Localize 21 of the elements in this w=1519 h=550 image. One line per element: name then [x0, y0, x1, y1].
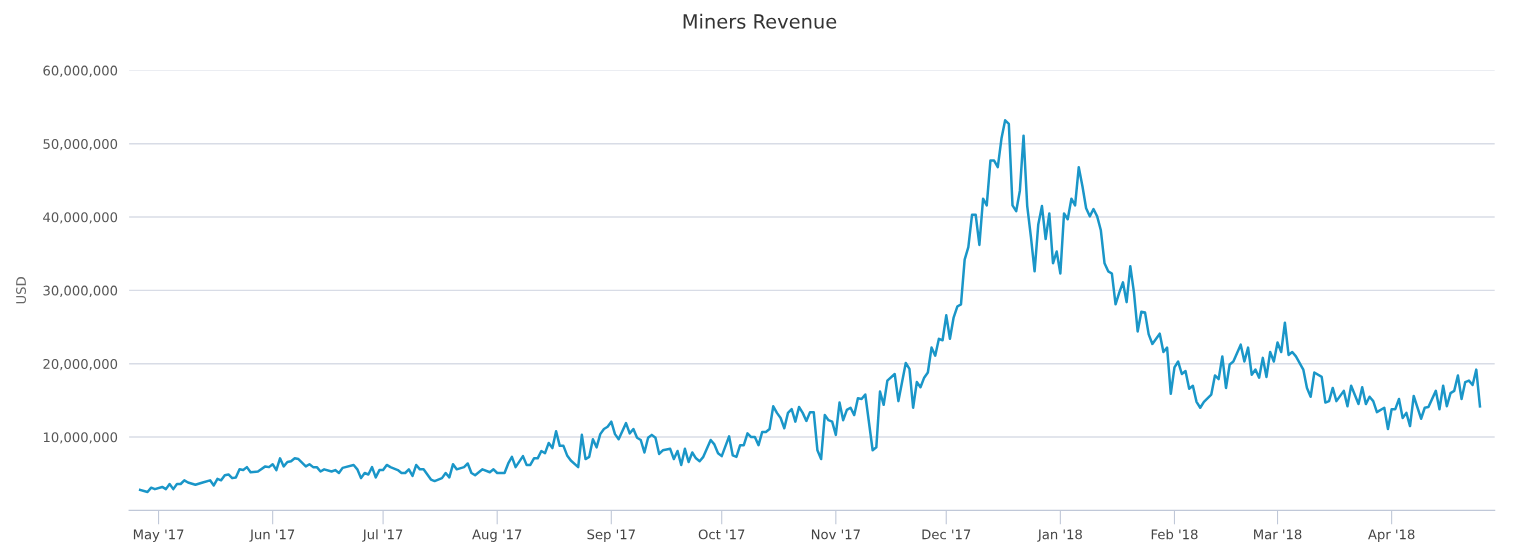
y-tick-label: 40,000,000 [43, 212, 118, 224]
x-tick-label: Jul '17 [362, 529, 403, 542]
y-axis-title: USD [16, 277, 27, 304]
x-tick-label: Oct '17 [698, 529, 745, 540]
x-tick-label: Jan '18 [1037, 529, 1082, 542]
y-tick-label: 20,000,000 [43, 358, 118, 371]
y-tick-label: 10,000,000 [43, 432, 118, 444]
x-tick-label: Sep '17 [587, 529, 635, 542]
x-tick-label: Aug '17 [472, 529, 522, 542]
y-tick-label: 50,000,000 [43, 138, 118, 151]
x-tick-label: Nov '17 [811, 529, 860, 540]
x-tick-label: Jun '17 [249, 529, 295, 542]
x-tick-label: Mar '18 [1254, 529, 1302, 540]
x-tick-label: Feb '18 [1151, 529, 1198, 540]
y-tick-label: 30,000,000 [43, 285, 118, 297]
x-tick-label: May '17 [133, 529, 184, 542]
x-tick-label: Apr '18 [1368, 529, 1415, 542]
line-series [138, 119, 1482, 494]
x-tick-label: Dec '17 [922, 529, 971, 540]
y-tick-label: 60,000,000 [43, 65, 118, 77]
chart-title: Miners Revenue [683, 13, 837, 29]
